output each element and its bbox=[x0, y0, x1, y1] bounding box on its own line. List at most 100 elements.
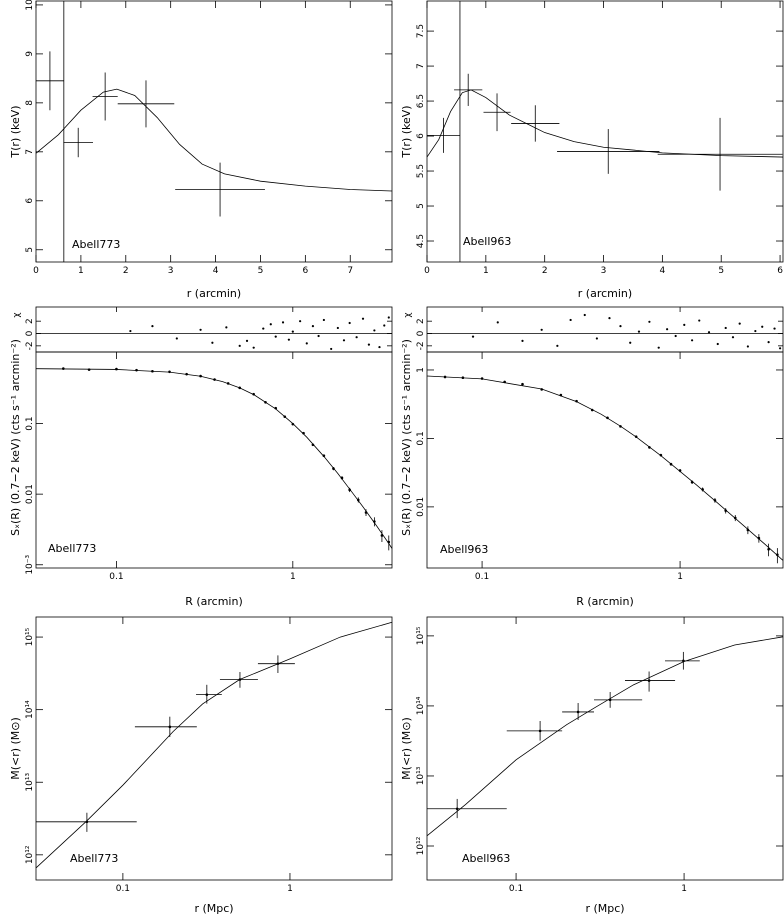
cluster-label: Abell963 bbox=[440, 543, 488, 556]
data-point bbox=[767, 548, 770, 551]
residual-point bbox=[269, 323, 272, 326]
model-curve bbox=[426, 89, 784, 158]
residual-point bbox=[746, 345, 749, 348]
residual-point bbox=[383, 324, 386, 327]
residual-point bbox=[569, 318, 572, 322]
x-tick-label: 4 bbox=[660, 266, 666, 276]
residual-axis-label: χ bbox=[403, 312, 413, 317]
y-tick-label: 6.5 bbox=[416, 94, 426, 108]
residual-point bbox=[387, 316, 390, 319]
residual-frame bbox=[426, 306, 784, 353]
y-tick-label: 6 bbox=[416, 133, 426, 139]
y-axis-label: M(<r) (M⊙) bbox=[400, 717, 413, 780]
x-tick-label: 1 bbox=[290, 572, 296, 582]
residual-point bbox=[291, 330, 294, 333]
y-tick-label: 0 bbox=[25, 330, 35, 336]
y-axis-label: M(<r) (M⊙) bbox=[9, 717, 22, 780]
x-tick-label: 6 bbox=[302, 266, 308, 276]
x-tick-label: 3 bbox=[168, 266, 174, 276]
y-tick-label: -2 bbox=[416, 341, 426, 350]
residual-point bbox=[330, 347, 333, 351]
residual-point bbox=[129, 329, 132, 333]
x-axis-label: r (Mpc) bbox=[585, 902, 624, 915]
residual-point bbox=[738, 322, 741, 325]
plot-frame bbox=[35, 616, 393, 881]
y-tick-label: 0.01 bbox=[25, 484, 35, 504]
y-tick-label: 7 bbox=[25, 149, 35, 155]
data-point bbox=[205, 693, 209, 696]
residual-point bbox=[342, 339, 346, 342]
data-point bbox=[576, 710, 580, 714]
data-point bbox=[322, 454, 326, 458]
data-point bbox=[647, 679, 651, 682]
x-axis-label: r (arcmin) bbox=[578, 287, 632, 300]
data-point bbox=[455, 807, 459, 811]
residual-point bbox=[540, 328, 543, 331]
x-tick-label: 4 bbox=[213, 266, 219, 276]
y-tick-label: 10⁻³ bbox=[25, 554, 35, 574]
residual-point bbox=[299, 320, 302, 323]
residual-point bbox=[724, 326, 727, 330]
residual-point bbox=[761, 325, 764, 328]
residual-point bbox=[336, 326, 339, 330]
plot-frame bbox=[35, 351, 393, 569]
residual-point bbox=[471, 335, 475, 338]
residual-point bbox=[367, 343, 371, 346]
x-tick-label: 1 bbox=[677, 572, 683, 582]
residual-point bbox=[238, 344, 241, 347]
x-axis-label: R (arcmin) bbox=[576, 595, 634, 608]
residual-point bbox=[637, 330, 641, 333]
residual-point bbox=[151, 325, 154, 328]
residual-point bbox=[225, 326, 228, 329]
residual-point bbox=[496, 321, 499, 324]
residual-frame bbox=[35, 306, 393, 353]
residual-point bbox=[648, 320, 651, 323]
residual-point bbox=[754, 329, 757, 333]
x-tick-label: 0.1 bbox=[116, 884, 130, 894]
x-tick-label: 1 bbox=[78, 266, 84, 276]
data-point bbox=[776, 553, 779, 557]
residual-point bbox=[348, 321, 351, 325]
x-tick-label: 2 bbox=[123, 266, 129, 276]
cluster-label: Abell773 bbox=[70, 852, 118, 865]
residual-point bbox=[361, 317, 365, 320]
residual-point bbox=[305, 342, 308, 345]
model-curve bbox=[426, 636, 784, 837]
y-tick-label: 0 bbox=[416, 330, 426, 336]
model-curve bbox=[35, 88, 393, 192]
data-point bbox=[521, 382, 524, 386]
residual-point bbox=[608, 316, 611, 320]
residual-point bbox=[583, 313, 586, 317]
x-tick-label: 2 bbox=[542, 266, 548, 276]
x-tick-label: 7 bbox=[347, 266, 353, 276]
plot-frame bbox=[35, 0, 393, 263]
y-axis-label: T(r) (keV) bbox=[400, 105, 413, 158]
residual-point bbox=[274, 335, 277, 338]
residual-point bbox=[657, 346, 660, 349]
y-tick-label: -2 bbox=[25, 341, 35, 350]
y-tick-label: 6 bbox=[25, 198, 35, 204]
y-tick-label: 4.5 bbox=[416, 234, 426, 248]
y-tick-label: 10¹² bbox=[416, 836, 426, 855]
residual-point bbox=[211, 341, 214, 344]
cluster-label: Abell963 bbox=[462, 852, 510, 865]
y-tick-label: 5 bbox=[25, 247, 35, 253]
x-tick-label: 6 bbox=[777, 266, 783, 276]
y-tick-label: 2 bbox=[25, 318, 35, 324]
data-point bbox=[87, 368, 91, 371]
residual-point bbox=[674, 334, 677, 338]
residual-point bbox=[373, 329, 376, 332]
residual-point bbox=[731, 336, 735, 339]
x-axis-label: R (arcmin) bbox=[185, 595, 243, 608]
y-tick-label: 10¹³ bbox=[416, 766, 426, 785]
y-tick-label: 10¹² bbox=[25, 845, 35, 864]
model-curve bbox=[35, 368, 393, 549]
data-point bbox=[724, 509, 728, 512]
residual-point bbox=[322, 318, 325, 322]
x-tick-label: 1 bbox=[681, 884, 687, 894]
x-tick-label: 1 bbox=[287, 884, 293, 894]
residual-point bbox=[690, 339, 694, 342]
y-tick-label: 8 bbox=[25, 100, 35, 106]
residual-point bbox=[556, 344, 559, 347]
